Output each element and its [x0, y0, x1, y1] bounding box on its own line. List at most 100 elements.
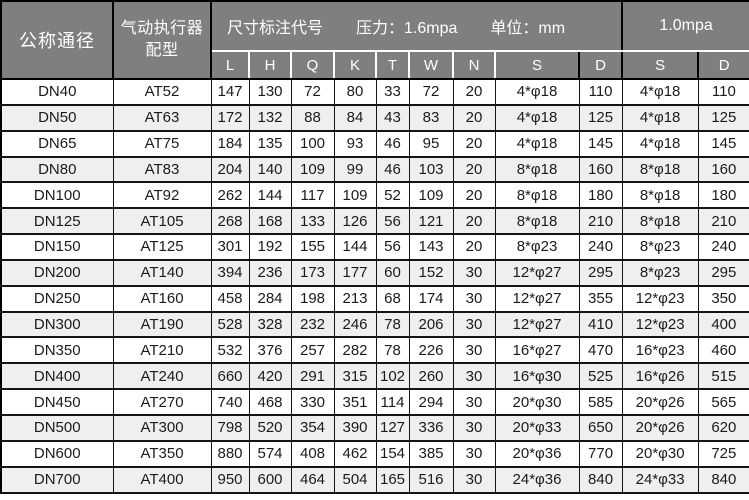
table-cell: 72 [290, 78, 335, 106]
cell-actuator-model: AT190 [112, 310, 212, 339]
table-cell: 147 [210, 78, 250, 106]
subheader-col-Q-2: Q [290, 50, 335, 80]
table-cell: 154 [375, 439, 410, 468]
cell-nominal-diameter: DN40 [0, 78, 114, 106]
table-row: DN300 AT190 528 328 232 246 78 206 30 12*φ27 410 12… [0, 310, 749, 339]
table-cell: 295 [578, 258, 623, 287]
table-cell: 408 [290, 439, 335, 468]
header-pressure-1-0mpa: 1.0mpa [621, 0, 749, 52]
table-cell: 117 [290, 181, 335, 210]
table-cell: 210 [578, 207, 623, 236]
table-cell: 95 [408, 129, 454, 158]
table-cell: 464 [290, 465, 335, 494]
table-cell: 232 [290, 310, 335, 339]
table-cell: 100 [290, 129, 335, 158]
unit-mm-label: 单位：mm [490, 20, 566, 37]
cell-actuator-model: AT83 [112, 155, 212, 184]
table-cell: 470 [578, 336, 623, 365]
subheader-col-K-3: K [333, 50, 377, 80]
table-cell: 127 [375, 413, 410, 442]
table-cell: 20 [452, 78, 496, 106]
table-row: DN450 AT270 740 468 330 351 114 294 30 20*φ30 585 2… [0, 388, 749, 416]
table-cell: 99 [333, 155, 377, 184]
table-cell: 168 [248, 207, 292, 236]
table-cell: 840 [697, 465, 749, 494]
table-cell: 301 [210, 233, 250, 261]
cell-actuator-model: AT400 [112, 465, 212, 494]
table-cell: 30 [452, 258, 496, 287]
subheader-col-D-8: D [577, 50, 624, 80]
subheader-col-W-5: W [408, 50, 454, 80]
table-cell: 130 [248, 78, 292, 106]
header-dimension-group-inner: 尺寸标注代号 压力：1.6mpa 单位：mm [212, 14, 621, 38]
table-cell: 660 [210, 362, 250, 391]
table-header: 公称通径 气动执行器 配型 尺寸标注代号 压力：1.6mpa 单位：mm 1.0… [0, 0, 749, 80]
table-cell: 565 [697, 388, 749, 416]
cell-actuator-model: AT52 [112, 78, 212, 106]
table-cell: 20 [452, 233, 496, 261]
table-row: DN125 AT105 268 168 133 126 56 121 20 8*φ18 210 8*φ… [0, 207, 749, 236]
table-cell: 240 [578, 233, 623, 261]
table-cell: 350 [697, 284, 749, 313]
table-cell: 260 [408, 362, 454, 391]
table-cell: 24*φ33 [621, 465, 699, 494]
table-cell: 110 [578, 78, 623, 106]
table-cell: 126 [333, 207, 377, 236]
table-cell: 210 [697, 207, 749, 236]
table-cell: 880 [210, 439, 250, 468]
cell-nominal-diameter: DN125 [0, 207, 114, 236]
table-cell: 30 [452, 362, 496, 391]
header-actuator-line1: 气动执行器 [120, 20, 204, 38]
table-cell: 109 [408, 181, 454, 210]
cell-actuator-model: AT160 [112, 284, 212, 313]
table-cell: 16*φ26 [621, 362, 699, 391]
table-row: DN50 AT63 172 132 88 84 43 83 20 4*φ18 125 4*φ18 125 [0, 103, 749, 132]
table-cell: 56 [375, 207, 410, 236]
cell-actuator-model: AT350 [112, 439, 212, 468]
table-cell: 165 [375, 465, 410, 494]
cell-nominal-diameter: DN300 [0, 310, 114, 339]
table-cell: 213 [333, 284, 377, 313]
subheader-col-D-10: D [697, 50, 749, 80]
table-cell: 20 [452, 129, 496, 158]
cell-actuator-model: AT105 [112, 207, 212, 236]
table-cell: 20*φ30 [494, 388, 580, 416]
table-cell: 30 [452, 310, 496, 339]
subheader-col-N-6: N [452, 50, 496, 80]
pressure-1-6mpa-label: 压力：1.6mpa [356, 20, 458, 37]
table-cell: 12*φ27 [494, 284, 580, 313]
table-cell: 600 [248, 465, 292, 494]
table-cell: 30 [452, 284, 496, 313]
table-cell: 20*φ33 [494, 413, 580, 442]
table-cell: 180 [697, 181, 749, 210]
cell-nominal-diameter: DN600 [0, 439, 114, 468]
table-cell: 160 [578, 155, 623, 184]
table-cell: 4*φ18 [494, 78, 580, 106]
table-row: DN600 AT350 880 574 408 462 154 385 30 20*φ36 770 2… [0, 439, 749, 468]
table-cell: 177 [333, 258, 377, 287]
table-cell: 180 [578, 181, 623, 210]
table-cell: 585 [578, 388, 623, 416]
subheader-col-S-9: S [621, 50, 700, 80]
table-cell: 8*φ23 [621, 233, 699, 261]
cell-nominal-diameter: DN700 [0, 465, 114, 494]
table-cell: 46 [375, 129, 410, 158]
table-cell: 8*φ18 [494, 181, 580, 210]
table-cell: 16*φ30 [494, 362, 580, 391]
header-nominal-diameter: 公称通径 [0, 0, 114, 80]
table-cell: 8*φ18 [621, 207, 699, 236]
cell-actuator-model: AT63 [112, 103, 212, 132]
table-cell: 155 [290, 233, 335, 261]
table-cell: 840 [578, 465, 623, 494]
header-actuator-config: 气动执行器 配型 [112, 0, 212, 80]
table-cell: 740 [210, 388, 250, 416]
table-cell: 8*φ23 [494, 233, 580, 261]
header-row-main: 公称通径 气动执行器 配型 尺寸标注代号 压力：1.6mpa 单位：mm 1.0… [0, 0, 749, 80]
table-cell: 4*φ18 [621, 129, 699, 158]
table-row: DN100 AT92 262 144 117 109 52 109 20 8*φ18 180 8*φ1… [0, 181, 749, 210]
table-cell: 125 [578, 103, 623, 132]
cell-actuator-model: AT300 [112, 413, 212, 442]
table-cell: 468 [248, 388, 292, 416]
table-cell: 68 [375, 284, 410, 313]
cell-nominal-diameter: DN350 [0, 336, 114, 365]
